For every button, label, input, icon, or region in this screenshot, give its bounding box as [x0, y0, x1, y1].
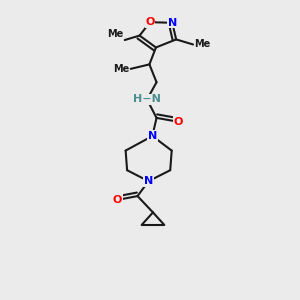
- Text: N: N: [144, 176, 153, 186]
- Text: Me: Me: [112, 64, 129, 74]
- Text: Me: Me: [195, 40, 211, 50]
- Text: N: N: [168, 18, 177, 28]
- Text: H−N: H−N: [133, 94, 161, 104]
- Text: O: O: [173, 117, 183, 127]
- Text: N: N: [148, 131, 157, 141]
- Text: Me: Me: [107, 28, 123, 38]
- Text: O: O: [112, 195, 122, 205]
- Text: O: O: [145, 17, 155, 27]
